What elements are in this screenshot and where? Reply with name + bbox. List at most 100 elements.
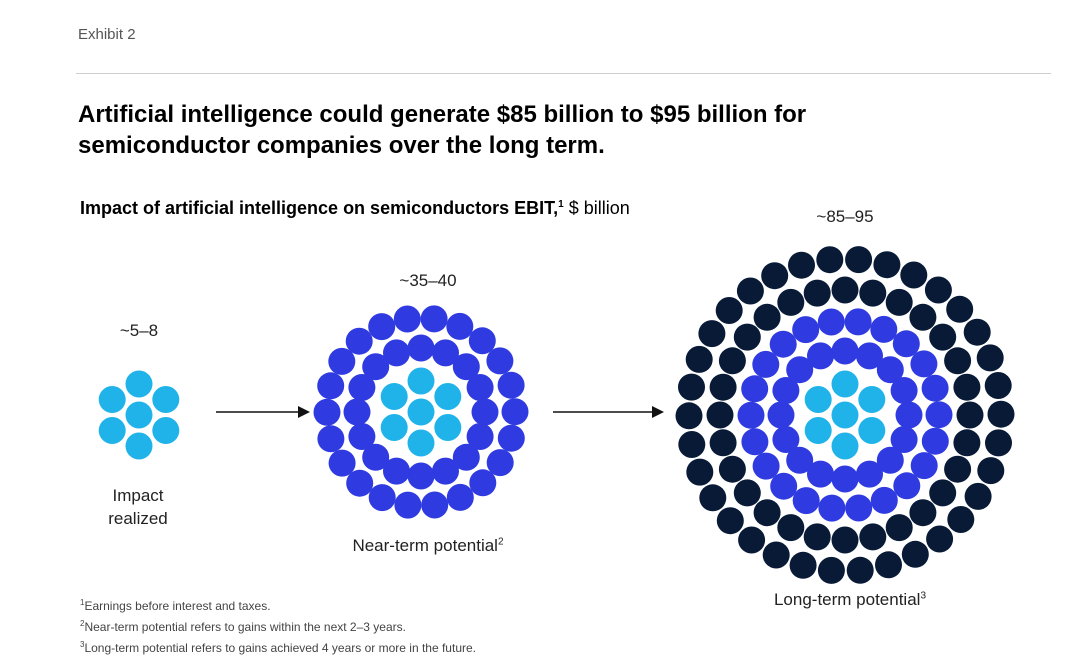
dot-near-term [362,353,390,381]
dot-long-term [929,323,957,351]
dot-long-term [686,458,714,486]
dot-near-term [786,356,814,384]
arrow-head [652,406,664,418]
dot-long-term [831,526,859,554]
footnote-1: 1Earnings before interest and taxes. [80,594,476,615]
dot-long-term [987,400,1015,428]
footnote-1-text: Earnings before interest and taxes. [84,599,271,613]
footnote-3: 3Long-term potential refers to gains ach… [80,636,476,657]
footnote-3-number: 3 [80,640,85,649]
range-label-realized: ~5–8 [119,321,159,340]
dot-long-term [909,303,937,331]
dot-long-term [753,499,781,527]
dot-long-term [817,556,845,584]
dot-near-term [925,401,953,429]
dot-realized [125,432,153,460]
dot-long-term [788,251,815,279]
dot-realized [804,386,832,413]
stage-label-long-term: Long-term potential3 [735,590,965,610]
dot-realized [152,386,180,413]
dot-near-term [469,469,497,497]
dot-long-term [963,318,991,346]
dot-long-term [831,276,859,304]
dot-near-term [471,398,499,426]
dot-realized [434,414,462,441]
dot-near-term [328,347,356,375]
dot-near-term [893,472,921,500]
dot-long-term [803,523,831,551]
dot-near-term [856,460,883,488]
dot-near-term [421,491,449,519]
exhibit-label: Exhibit 2 [78,26,136,43]
stage-label-long-term-text: Long-term potential [773,590,921,609]
dot-near-term [343,398,371,426]
footnote-2: 2Near-term potential refers to gains wit… [80,615,476,636]
footnote-3-text: Long-term potential refers to gains achi… [84,641,476,655]
dot-near-term [362,443,390,471]
dot-near-term [407,334,435,362]
dot-near-term [876,356,904,384]
dot-long-term [885,514,913,542]
dot-long-term [956,401,984,429]
page-title: Artificial intelligence could generate $… [78,101,807,159]
dot-near-term [501,398,529,426]
dot-realized [407,398,435,426]
dot-near-term [752,350,780,378]
dot-near-term [466,423,494,450]
dot-long-term [698,320,726,348]
range-label-near-term: ~35–40 [399,271,457,290]
dot-near-term [432,339,459,367]
dot-near-term [844,308,872,336]
dot-long-term [944,455,972,483]
dot-near-term [348,374,376,401]
footnote-1-number: 1 [80,598,85,607]
dot-realized [380,383,408,410]
dot-long-term [977,457,1005,485]
stage-label-near-term-footnote: 2 [497,536,504,548]
dot-near-term [910,350,938,378]
dot-near-term [921,374,949,402]
dot-long-term [875,551,902,579]
dot-long-term [777,288,805,316]
dot-long-term [929,479,957,507]
dot-near-term [466,374,494,401]
dot-realized [125,401,153,429]
dot-long-term [846,556,874,584]
dot-long-term [909,499,937,527]
dot-near-term [856,342,883,370]
dot-long-term [678,373,705,401]
dot-long-term [900,261,928,289]
dot-realized [858,386,886,413]
dot-near-term [446,483,474,511]
dot-long-term [901,540,929,568]
dot-long-term [789,551,817,579]
dot-near-term [383,457,410,485]
dot-near-term [818,494,846,522]
dot-long-term [953,373,981,401]
footnote-2-number: 2 [80,619,85,628]
dot-long-term [715,297,743,324]
dot-long-term [845,246,873,274]
chart-title: Impact of artificial intelligence on sem… [80,198,630,219]
dot-near-term [368,313,396,341]
dot-realized [858,417,886,444]
dot-near-term [452,353,480,381]
dot-long-term [964,482,992,510]
dot-near-term [452,443,480,471]
footnote-2-text: Near-term potential refers to gains with… [84,620,406,634]
dot-long-term [761,262,789,290]
chart-title-text: Impact of artificial intelligence on sem… [80,198,559,218]
dot-near-term [432,457,459,485]
dot-realized [98,386,126,413]
dot-long-term [946,295,974,323]
header-divider [76,73,1051,74]
dot-long-term [873,251,901,279]
dot-long-term [753,303,781,331]
dot-near-term [313,398,341,426]
dot-near-term [870,315,898,343]
dot-long-term [675,402,703,430]
dot-near-term [368,484,396,512]
arrow-head [298,406,310,418]
dot-realized [98,417,126,444]
